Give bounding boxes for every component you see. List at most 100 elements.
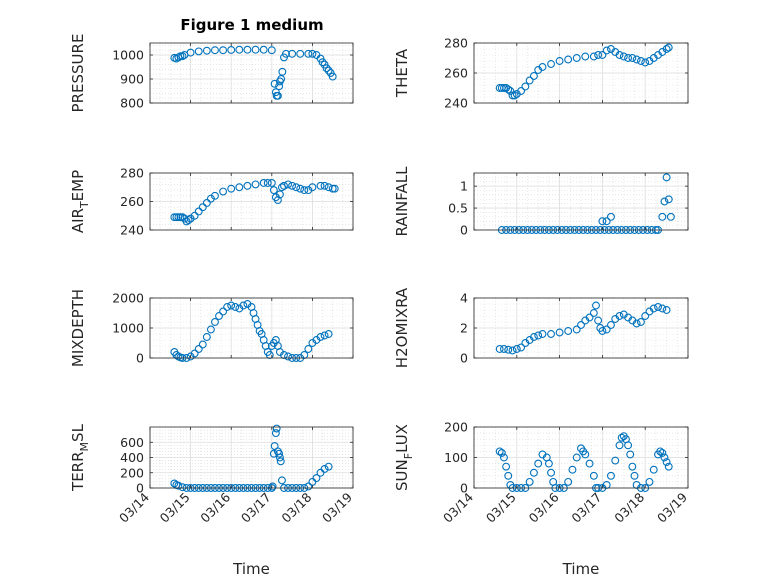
- data-point: [288, 181, 297, 190]
- subplot-3: 240 260 280 AIRTEMP: [69, 166, 354, 238]
- data-point: [529, 333, 538, 341]
- data-point: [277, 75, 286, 83]
- y-axis-label: MIXDEPTH: [69, 289, 87, 367]
- data-point: [324, 330, 333, 338]
- data-point: [259, 179, 268, 187]
- data-point: [328, 72, 337, 81]
- data-point: [598, 217, 607, 226]
- data-point: [525, 477, 534, 486]
- data-point: [658, 212, 667, 221]
- axes-box: [149, 42, 354, 104]
- data-point: [615, 312, 624, 320]
- data-point: [504, 345, 513, 354]
- data-point: [300, 186, 309, 195]
- data-point: [194, 207, 203, 216]
- data-point: [568, 465, 577, 474]
- data-point: [521, 82, 530, 91]
- y-axis-label: SUNFLUX: [393, 424, 415, 491]
- data-point: [547, 60, 555, 68]
- series-points: [495, 43, 673, 100]
- data-point: [529, 468, 538, 477]
- data-point: [594, 51, 603, 59]
- data-point: [316, 333, 325, 341]
- data-point: [202, 333, 211, 341]
- data-point: [316, 181, 325, 190]
- y-tick-label: 0: [460, 481, 468, 496]
- data-point: [239, 301, 248, 310]
- data-point: [330, 184, 339, 193]
- data-point: [308, 183, 317, 192]
- data-point: [304, 345, 313, 353]
- data-point: [617, 433, 626, 442]
- data-point: [282, 49, 290, 58]
- data-point: [320, 181, 329, 190]
- data-point: [624, 441, 633, 450]
- y-tick-label: 800: [120, 96, 144, 111]
- y-axis-label: AIRTEMP: [69, 170, 91, 233]
- data-point: [607, 471, 615, 480]
- data-point: [497, 448, 506, 457]
- data-point: [564, 327, 573, 335]
- data-point: [564, 477, 573, 486]
- data-point: [495, 447, 504, 456]
- data-point: [276, 457, 285, 466]
- data-point: [211, 46, 219, 55]
- data-point: [320, 464, 329, 473]
- y-tick-label: 1000: [112, 321, 144, 336]
- data-point: [589, 309, 598, 317]
- data-point: [202, 46, 211, 55]
- data-point: [231, 303, 240, 311]
- data-point: [662, 173, 671, 182]
- data-point: [292, 183, 301, 192]
- series-points: [170, 179, 339, 226]
- data-point: [619, 52, 628, 61]
- data-point: [517, 87, 526, 95]
- data-point: [251, 45, 260, 54]
- data-point: [641, 58, 650, 67]
- data-point: [190, 349, 199, 358]
- data-point: [272, 424, 281, 433]
- data-point: [275, 449, 284, 458]
- data-point: [259, 45, 268, 54]
- data-point: [278, 476, 286, 485]
- data-point: [178, 483, 187, 492]
- data-point: [555, 328, 564, 337]
- data-point: [296, 49, 305, 58]
- data-point: [320, 331, 329, 340]
- data-point: [202, 198, 211, 207]
- data-point: [194, 47, 203, 56]
- data-point: [572, 325, 581, 334]
- data-point: [318, 58, 327, 67]
- data-point: [500, 453, 508, 462]
- data-point: [223, 303, 232, 311]
- y-tick-label: 240: [444, 96, 468, 111]
- data-point: [172, 213, 181, 222]
- data-point: [649, 304, 658, 313]
- y-tick-label: 280: [444, 36, 468, 51]
- figure-title: Figure 1 medium: [180, 16, 323, 34]
- data-point: [284, 180, 292, 189]
- data-point: [324, 462, 333, 471]
- data-point: [219, 307, 228, 316]
- data-point: [664, 195, 673, 204]
- data-point: [512, 345, 521, 353]
- data-point: [219, 187, 228, 196]
- data-point: [268, 482, 277, 491]
- y-tick-label: 200: [120, 465, 144, 480]
- data-point: [273, 91, 282, 100]
- data-point: [194, 345, 203, 353]
- data-point: [630, 471, 639, 480]
- data-point: [280, 181, 288, 190]
- subplot-5: 0 1000 2000 MIXDEPTH: [69, 289, 354, 367]
- data-point: [506, 87, 515, 95]
- y-tick-label: 100: [444, 450, 468, 465]
- data-point: [176, 213, 185, 222]
- y-tick-label: 600: [120, 435, 144, 450]
- series-points: [170, 45, 337, 100]
- data-point: [251, 180, 260, 189]
- data-point: [602, 46, 611, 55]
- data-point: [235, 45, 244, 54]
- data-point: [572, 54, 581, 62]
- y-tick-label: 2000: [112, 291, 144, 306]
